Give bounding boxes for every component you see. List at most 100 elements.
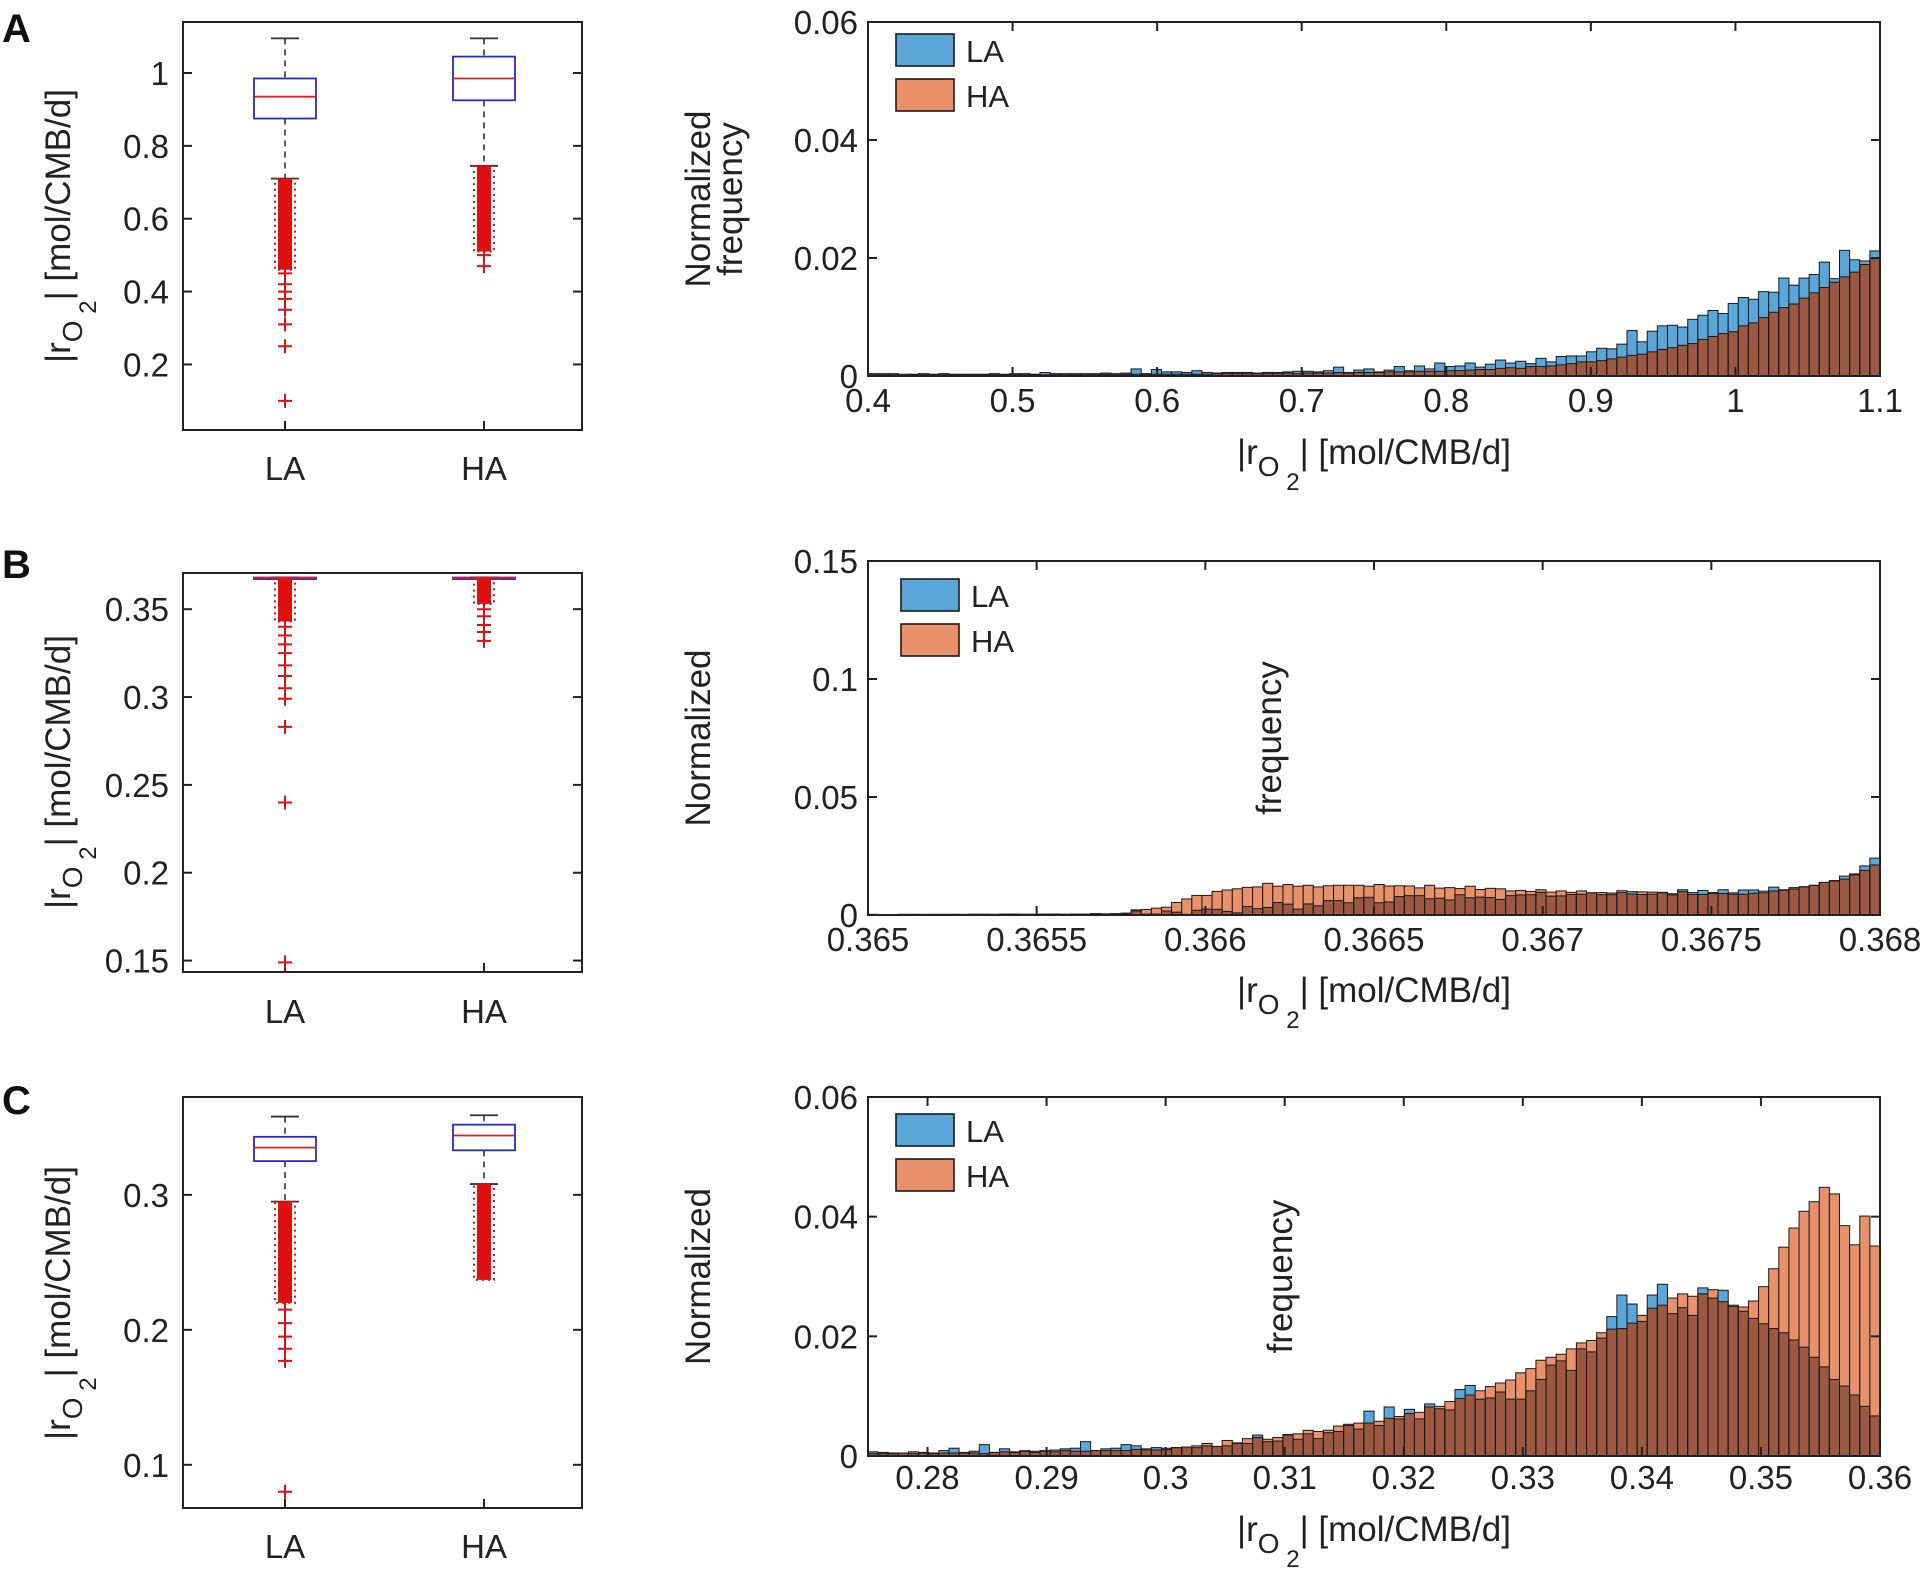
hist-bar-la — [1121, 1444, 1132, 1451]
hist-bar-overlap — [1100, 1450, 1111, 1456]
hist-bar-overlap — [1222, 911, 1233, 915]
hist-bar-overlap — [1363, 372, 1374, 376]
hist-bar-la — [1414, 365, 1425, 372]
hist-bar-overlap — [1829, 881, 1840, 915]
hist-bar-overlap — [1495, 1391, 1506, 1456]
hist-bar-la — [1728, 303, 1739, 332]
hist-bar-overlap — [1546, 896, 1557, 915]
hist-bar-ha — [1748, 1301, 1759, 1319]
hist-ytick-label: 0 — [840, 1438, 858, 1475]
hist-bar-la — [1384, 1406, 1395, 1419]
legend-swatch-la — [895, 33, 955, 67]
hist-ytick-label: 0.06 — [794, 4, 858, 41]
hist-bar-la — [1394, 366, 1405, 372]
hist-bar-ha — [1535, 1360, 1547, 1380]
hist-bar-ha — [1242, 887, 1253, 907]
hist-bar-overlap — [1616, 357, 1627, 376]
histogram-plot-area — [868, 561, 1880, 915]
hist-bar-la — [1627, 1304, 1638, 1324]
boxplot-outlier-point — [278, 719, 292, 734]
hist-xtick-label: 0.367 — [1501, 921, 1584, 958]
hist-ytick-label: 0.05 — [794, 779, 858, 816]
hist-bar-la — [1697, 1287, 1708, 1294]
hist-xtick-label: 0.32 — [1372, 1459, 1436, 1496]
hist-bar-ha — [1515, 890, 1526, 895]
hist-bar-ha — [1282, 884, 1294, 905]
hist-bar-la — [868, 373, 879, 375]
hist-bar-la — [1718, 313, 1729, 334]
hist-bar-overlap — [1444, 899, 1455, 915]
hist-xtick-label: 0.3675 — [1661, 921, 1762, 958]
boxplot-outlier-point — [278, 955, 292, 970]
hist-bar-overlap — [1566, 1370, 1577, 1456]
hist-bar-overlap — [1333, 372, 1344, 376]
legend-label-ha: HA — [966, 79, 1009, 114]
hist-bar-overlap — [1282, 1435, 1294, 1456]
hist-bar-overlap — [1131, 910, 1142, 915]
hist-bar-overlap — [1353, 372, 1364, 376]
hist-bar-ha — [1586, 1340, 1597, 1352]
hist-bar-overlap — [1394, 896, 1405, 915]
hist-bar-overlap — [1697, 1293, 1708, 1456]
hist-bar-ha — [1485, 888, 1496, 898]
hist-bar-ha — [1303, 885, 1314, 904]
legend-swatch-la — [895, 1113, 955, 1147]
hist-bar-la — [1748, 889, 1759, 894]
hist-bar-overlap — [1272, 373, 1283, 376]
hist-bar-overlap — [1343, 1425, 1354, 1456]
hist-bar-la — [1303, 371, 1314, 374]
hist-bar-overlap — [1535, 1379, 1547, 1456]
boxplot-outlier-point — [278, 1353, 292, 1368]
hist-bar-overlap — [1778, 307, 1789, 376]
hist-bar-ha — [1343, 885, 1354, 903]
boxplot-ylabel: |rO 2| [mol/CMB/d] — [39, 1166, 102, 1440]
hist-bar-overlap — [1414, 371, 1425, 376]
hist-bar-ha — [1444, 1401, 1455, 1410]
boxplot-axes-a — [182, 21, 583, 431]
hist-bar-la — [1535, 358, 1547, 367]
hist-xtick-label: 0.366 — [1164, 921, 1247, 958]
hist-bar-ha — [1201, 1443, 1213, 1446]
hist-bar-overlap — [1313, 905, 1324, 915]
hist-bar-overlap — [1768, 1328, 1779, 1456]
hist-bar-overlap — [1475, 369, 1486, 376]
hist-bar-overlap — [1758, 892, 1769, 915]
hist-bar-overlap — [1819, 882, 1830, 915]
hist-bar-overlap — [1839, 1385, 1850, 1456]
hist-bar-overlap — [1869, 258, 1880, 376]
hist-bar-ha — [1434, 1406, 1445, 1409]
hist-bar-ha — [1141, 1448, 1152, 1451]
hist-bar-la — [1748, 299, 1759, 323]
hist-bar-overlap — [1778, 1332, 1789, 1456]
hist-bar-la — [1404, 370, 1415, 372]
boxplot-box-ha — [452, 1123, 516, 1152]
hist-bar-la — [1293, 371, 1304, 374]
hist-bar-overlap — [1019, 1451, 1030, 1456]
hist-xtick-label: 0.35 — [1729, 1459, 1793, 1496]
hist-bar-la — [908, 1451, 919, 1454]
hist-bar-overlap — [1384, 1418, 1395, 1456]
hist-bar-overlap — [1556, 895, 1567, 915]
panel-label-a: A — [2, 7, 31, 51]
hist-bar-la — [938, 1450, 949, 1454]
boxplot-outlier-point — [278, 339, 292, 354]
hist-bar-overlap — [1637, 354, 1648, 376]
boxplot-outlier-point — [278, 668, 292, 683]
legend-swatch-ha — [900, 623, 960, 657]
hist-ylabel-line2: frequency — [711, 122, 750, 276]
hist-bar-la — [1697, 890, 1708, 895]
hist-bar-ha — [1535, 889, 1547, 893]
hist-ylabel-line1: Normalized — [679, 650, 718, 827]
hist-bar-ha — [1566, 1348, 1577, 1371]
boxplot-box-la — [253, 1135, 317, 1163]
hist-bar-overlap — [1627, 355, 1638, 376]
hist-bar-overlap — [1475, 897, 1486, 915]
hist-bar-overlap — [1090, 1450, 1101, 1456]
hist-bar-ha — [1809, 1201, 1820, 1358]
hist-bar-overlap — [1272, 1441, 1283, 1456]
hist-bar-overlap — [1293, 1439, 1304, 1456]
hist-bar-overlap — [1374, 372, 1385, 376]
hist-bar-overlap — [959, 1453, 970, 1456]
boxplot-category-label: LA — [265, 450, 305, 487]
